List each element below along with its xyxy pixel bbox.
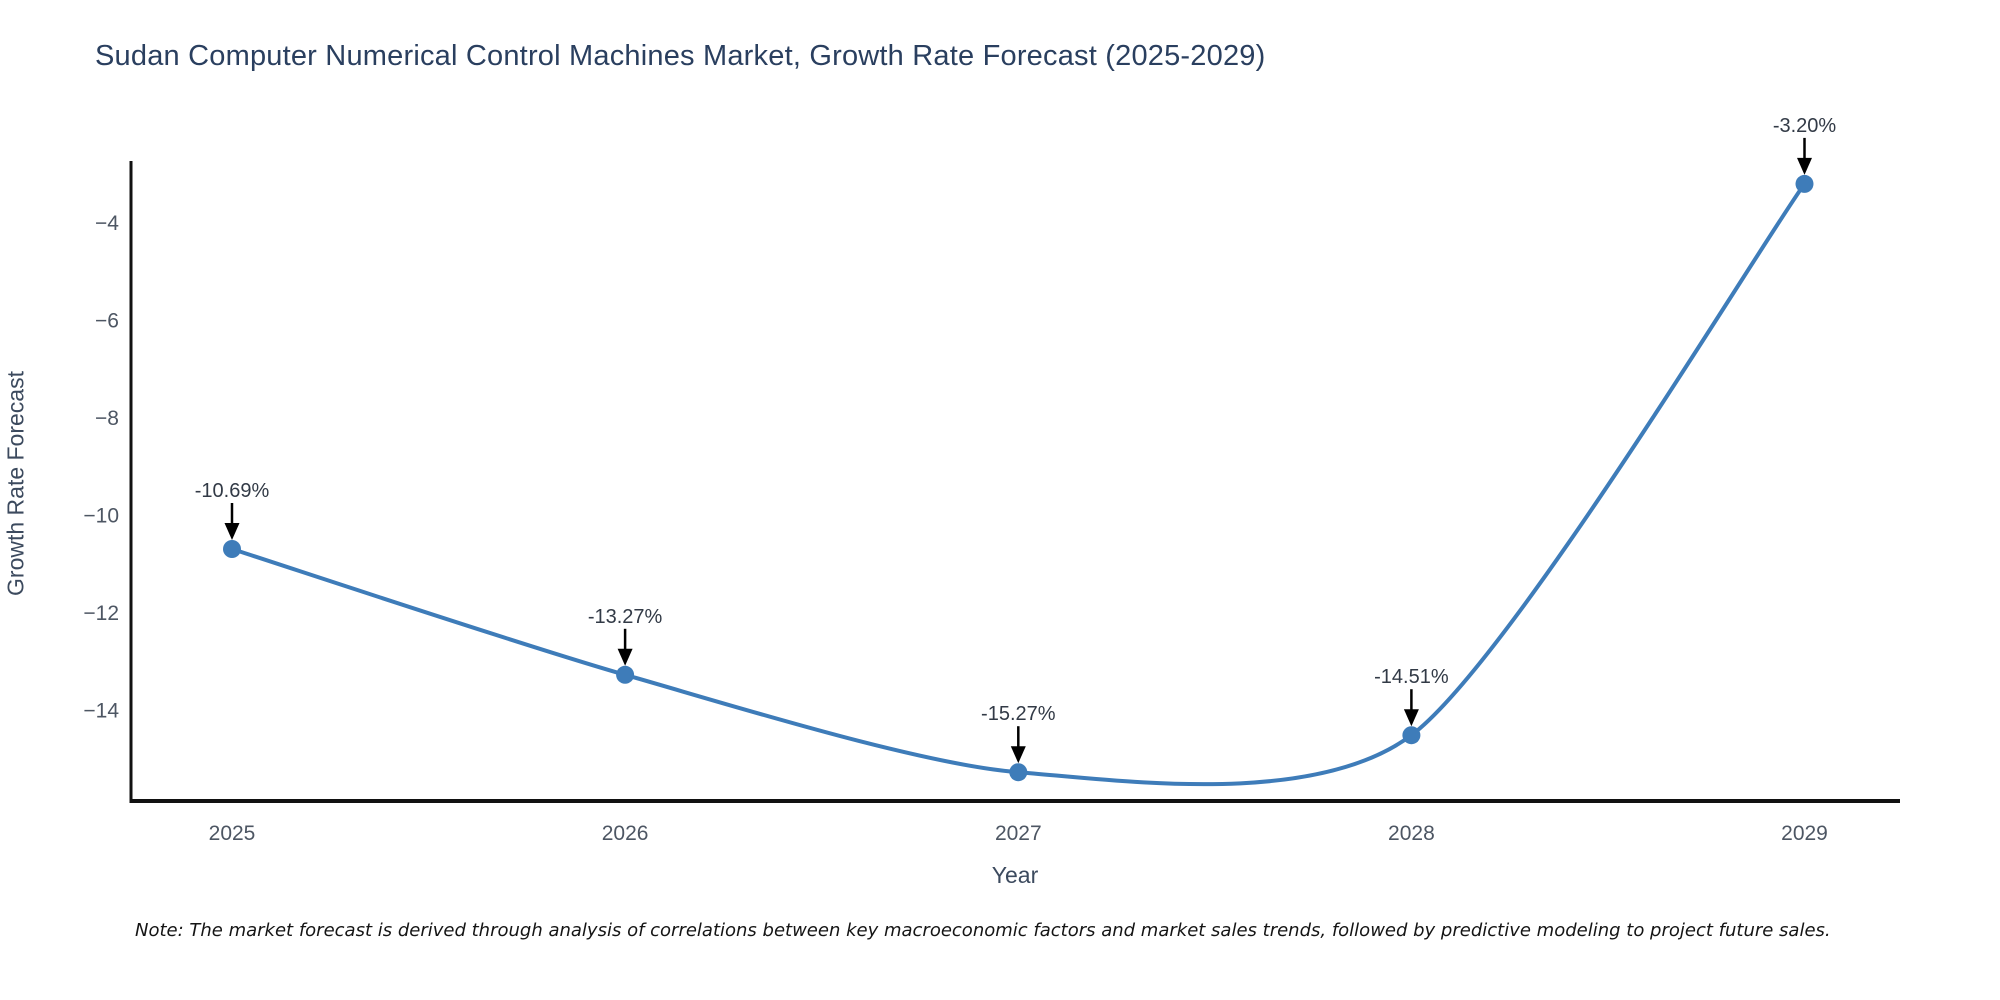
y-tick-label: −14 [83, 699, 119, 722]
annotation-arrow-head [1403, 709, 1419, 727]
data-point-marker [1795, 174, 1814, 193]
data-point-label: -15.27% [981, 703, 1056, 725]
x-tick-label: 2025 [209, 822, 256, 845]
y-tick-label: −12 [83, 602, 119, 625]
x-tick-label: 2026 [602, 822, 649, 845]
data-point-label: -13.27% [588, 606, 663, 628]
chart-title: Sudan Computer Numerical Control Machine… [95, 40, 1266, 72]
data-point-label: -10.69% [195, 480, 270, 502]
y-axis-line [129, 161, 133, 803]
x-tick-label: 2029 [1781, 822, 1828, 845]
y-tick-label: −8 [95, 407, 119, 430]
data-point-label: -3.20% [1773, 115, 1837, 137]
y-tick-label: −6 [95, 309, 119, 332]
annotation-arrow-head [224, 523, 240, 540]
x-tick-label: 2028 [1388, 822, 1435, 845]
annotation-arrow-head [1797, 157, 1812, 175]
x-axis-title: Year [991, 862, 1039, 888]
data-point-marker [1009, 763, 1028, 782]
y-tick-label: −10 [83, 504, 119, 527]
data-point-marker [223, 540, 241, 558]
annotation-arrow-head [1010, 746, 1026, 764]
annotation-arrow-head [617, 648, 633, 666]
x-tick-label: 2027 [995, 822, 1042, 845]
y-tick-label: −4 [95, 212, 119, 235]
footnote: Note: The market forecast is derived thr… [135, 920, 1831, 941]
data-point-marker [1402, 726, 1421, 745]
data-point-marker [616, 665, 635, 684]
x-axis-line [129, 799, 1900, 803]
forecast-line [230, 181, 1807, 787]
data-point-label: -14.51% [1374, 666, 1449, 688]
